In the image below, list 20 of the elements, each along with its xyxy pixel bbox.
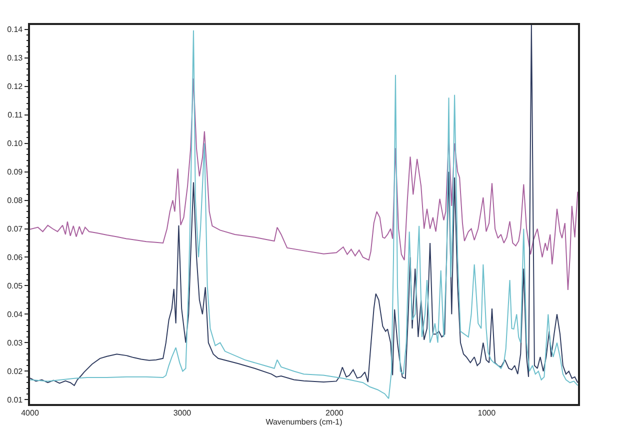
y-tick-label: 0.05 (7, 282, 24, 291)
y-tick-label: 0.14 (7, 25, 24, 34)
x-tick-label: 4000 (21, 408, 40, 418)
y-tick-label: 0.13 (7, 54, 24, 63)
y-tick-label: 0.10 (7, 139, 24, 148)
x-axis-title: Wavenumbers (cm-1) (266, 417, 343, 426)
y-tick-label: 0.07 (7, 224, 24, 234)
line-series (30, 78, 578, 291)
x-tick-label: 3000 (173, 408, 192, 418)
y-tick-label: 0.04 (7, 310, 24, 320)
y-tick-label: 0.03 (7, 338, 24, 348)
x-tick-label: 2000 (326, 408, 344, 418)
y-tick-label: 0.01 (7, 396, 24, 405)
x-tick-label: 1000 (478, 408, 496, 418)
y-tick-label: 0.06 (7, 253, 24, 262)
y-tick-label: 0.02 (7, 367, 24, 376)
y-tick-label: 0.12 (7, 82, 24, 92)
y-tick-label: 0.08 (7, 196, 24, 206)
y-tick-label: 0.11 (8, 110, 24, 120)
y-tick-label: 0.09 (7, 168, 24, 177)
